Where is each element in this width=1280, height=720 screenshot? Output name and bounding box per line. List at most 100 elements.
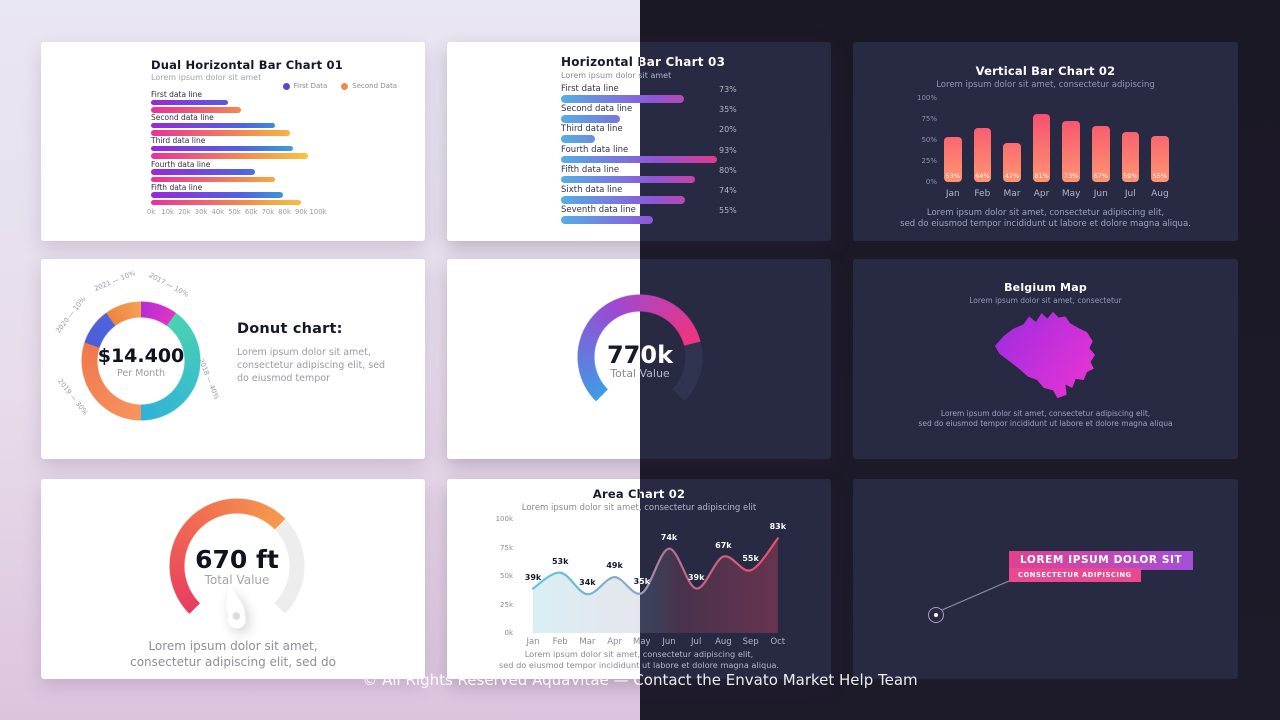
gauge-needle-icon: [226, 585, 246, 629]
legend-dot-icon: [282, 82, 290, 90]
bar-value-label: 53%: [945, 172, 960, 180]
gauge-value: 770k: [577, 341, 703, 369]
bar-group-label: Fifth data line: [151, 182, 203, 192]
gauge-arc: [577, 294, 703, 420]
bar-fill: [1121, 132, 1140, 182]
axis-tick-label: Mar: [569, 637, 605, 647]
card-gauge-770k: 770k Total Value: [447, 259, 831, 459]
axis-tick-label: 80k: [278, 208, 291, 216]
donut-ring: [81, 301, 201, 421]
point-value-label: 35k: [624, 577, 660, 586]
chart-title: Dual Horizontal Bar Chart 01: [151, 58, 343, 72]
bar: [561, 95, 684, 103]
callout-secondary-label: CONSECTETUR ADIPISCING: [1009, 568, 1141, 582]
card-donut-chart: $14.400 Per Month 2021 — 10% 2017 — 10% …: [41, 259, 425, 459]
axis-tick-label: Feb: [542, 637, 578, 647]
bar: [151, 176, 275, 183]
card-vertical-bar-chart-02: Vertical Bar Chart 02 Lorem ipsum dolor …: [853, 42, 1238, 241]
axis-tick-label: 75%: [921, 115, 937, 123]
axis-tick-label: 100k: [481, 515, 513, 523]
bar-row: Seventh data line 55%: [561, 205, 825, 225]
callout-connector-line: [941, 580, 1010, 611]
legend-item-second-data: Second Data: [341, 82, 397, 90]
axis-tick-label: 20k: [178, 208, 191, 216]
card-callout-annotation: LOREM IPSUM DOLOR SIT CONSECTETUR ADIPIS…: [853, 479, 1238, 679]
bar-row: First data line 73%: [561, 84, 825, 104]
bar: [151, 169, 255, 175]
donut-center-value: $14.400: [97, 345, 185, 367]
map-caption: Lorem ipsum dolor sit amet, consectetur …: [918, 409, 1173, 429]
bar: [561, 135, 595, 143]
bar: [561, 115, 620, 123]
bar-value-label: 47%: [1004, 172, 1020, 180]
donut-title: Donut chart:: [237, 321, 343, 337]
bar-fill: [561, 135, 595, 143]
axis-tick-label: Jan: [515, 637, 551, 647]
bar: [561, 216, 654, 224]
axis-tick-label: Jun: [651, 637, 687, 647]
bar-label: Seventh data line: [561, 205, 636, 216]
bar-row: Second data line 35%: [561, 104, 825, 124]
axis-tick-label: 0%: [925, 178, 937, 186]
bar-label: First data line: [561, 84, 619, 94]
bar: [561, 175, 696, 184]
bar-value-label: 20%: [719, 125, 737, 135]
bar-fill: [561, 95, 684, 103]
bar: 67%: [1092, 125, 1110, 182]
bar-row: Fourth data line 93%: [561, 145, 825, 165]
bar-fill: [1062, 120, 1080, 182]
bar-group: First data line: [151, 90, 351, 113]
bar: [151, 99, 228, 105]
bar-fill: [151, 130, 290, 136]
bar-group-label: Fourth data line: [151, 159, 211, 169]
chart-subtitle: Lorem ipsum dolor sit amet, consectetur …: [936, 80, 1155, 90]
bar: 64%: [973, 128, 992, 182]
axis-tick-label: Aug: [1151, 189, 1169, 199]
gauge-sublabel: Total Value: [577, 367, 703, 380]
bar-label: Fifth data line: [561, 164, 620, 175]
point-value-label: 53k: [542, 557, 578, 566]
axis-tick-label: 10k: [161, 208, 174, 216]
bar-value-label: 73%: [1063, 172, 1079, 180]
axis-tick-label: 75k: [481, 544, 513, 552]
bar-row: Sixth data line 74%: [561, 185, 825, 205]
axis-tick-label: Oct: [760, 637, 796, 647]
axis-tick-label: 100k: [309, 208, 327, 216]
bar: [561, 196, 686, 204]
axis-tick-label: 25k: [481, 601, 513, 609]
legend-item-first-data: First Data: [282, 82, 327, 90]
bar: [151, 192, 283, 198]
legend-label: Second Data: [352, 82, 397, 90]
bar: [151, 122, 275, 129]
bar-value-label: 55%: [1152, 172, 1168, 180]
card-area-chart-02: Area Chart 02 Lorem ipsum dolor sit amet…: [447, 479, 831, 679]
bar-fill: [944, 137, 962, 182]
card-gauge-670ft: 670 ft Total Value Lorem ipsum dolor sit…: [41, 479, 425, 679]
axis-tick-label: 50k: [228, 208, 241, 216]
bar: [151, 199, 302, 206]
area-line: [531, 537, 779, 596]
axis-tick-label: 100%: [916, 94, 937, 102]
bar-value-label: 59%: [1123, 172, 1138, 180]
axis-tick-label: Apr: [1033, 189, 1050, 199]
axis-tick-label: Jan: [945, 189, 960, 199]
bar-group: Fifth data line: [151, 183, 351, 206]
chart-subtitle: Lorem ipsum dolor sit amet: [151, 73, 262, 82]
bar-group: Fourth data line: [151, 160, 351, 183]
bar-value-label: 67%: [1093, 172, 1108, 180]
axis-tick-label: 40k: [211, 208, 225, 216]
bar-fill: [1003, 142, 1021, 182]
chart-title: Vertical Bar Chart 02: [975, 64, 1116, 78]
bar: [561, 155, 718, 164]
bar: 73%: [1062, 120, 1080, 182]
bar-label: Fourth data line: [561, 144, 629, 155]
card-belgium-map: Belgium Map Lorem ipsum dolor sit amet, …: [853, 259, 1238, 459]
bar-fill: [151, 176, 275, 183]
callout-point-icon: [928, 607, 944, 623]
belgium-map-shape: [995, 311, 1095, 399]
chart-caption: Lorem ipsum dolor sit amet, consectetur …: [447, 649, 831, 671]
donut-slice-label-2017: 2017 — 10%: [147, 271, 190, 299]
bar-row: Fifth data line 80%: [561, 165, 825, 185]
bar: [151, 107, 242, 113]
